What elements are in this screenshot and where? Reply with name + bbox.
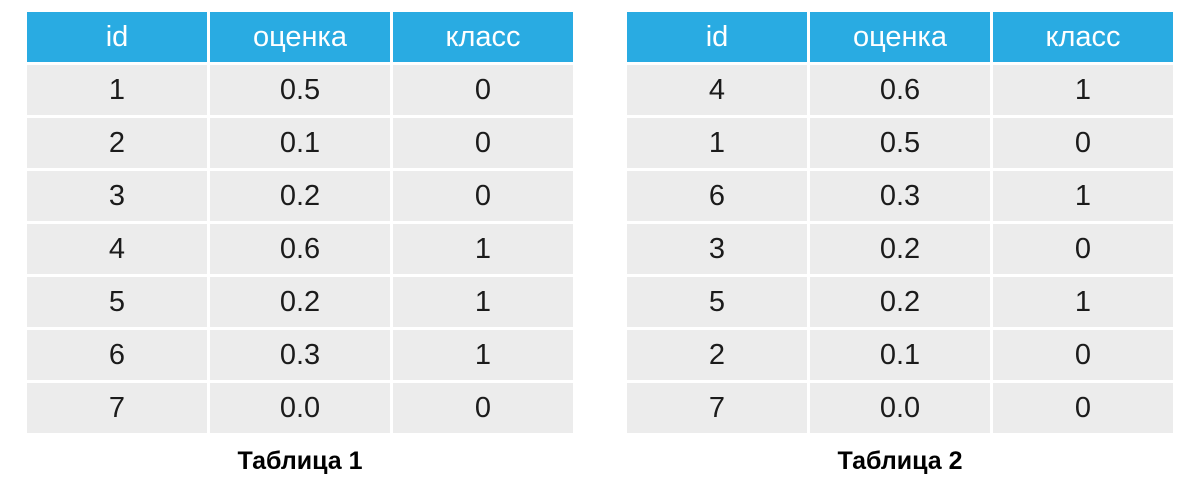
table-1-caption: Таблица 1	[237, 447, 363, 475]
table-cell: 3	[24, 168, 210, 224]
column-header: оценка	[207, 9, 393, 65]
table-cell: 1	[990, 168, 1176, 224]
table-1-header-row: id оценка класс	[24, 9, 576, 65]
table-row: 6 0.3 1	[624, 168, 1176, 224]
table-row: 2 0.1 0	[24, 115, 576, 171]
table-cell: 2	[624, 327, 810, 383]
table-cell: 0	[990, 221, 1176, 277]
table-cell: 0	[990, 327, 1176, 383]
table-cell: 0.0	[207, 380, 393, 436]
table-1-body: 1 0.5 0 2 0.1 0 3 0.2 0 4 0.6 1 5 0.2 1 6 0.3 1 7 0.0 0	[24, 62, 576, 436]
table-2-header-row: id оценка класс	[624, 9, 1176, 65]
table-cell: 0.5	[807, 115, 993, 171]
table-cell: 0.6	[207, 221, 393, 277]
table-row: 1 0.5 0	[624, 115, 1176, 171]
table-cell: 3	[624, 221, 810, 277]
table-cell: 7	[624, 380, 810, 436]
header-row: id оценка класс	[624, 9, 1176, 65]
table-row: 4 0.6 1	[24, 221, 576, 277]
table-cell: 4	[24, 221, 210, 277]
column-header: id	[624, 9, 810, 65]
table-cell: 0	[390, 380, 576, 436]
table-row: 3 0.2 0	[624, 221, 1176, 277]
header-row: id оценка класс	[24, 9, 576, 65]
data-table-2: id оценка класс 4 0.6 1 1 0.5 0 6 0.3 1 3 0.2 0 5 0.2 1 2…	[624, 9, 1176, 436]
table-cell: 1	[624, 115, 810, 171]
table-cell: 0.2	[207, 168, 393, 224]
table-cell: 1	[990, 274, 1176, 330]
table-cell: 0.2	[207, 274, 393, 330]
column-header: id	[24, 9, 210, 65]
column-header: класс	[390, 9, 576, 65]
table-cell: 0	[390, 115, 576, 171]
table-row: 7 0.0 0	[624, 380, 1176, 436]
table-cell: 1	[390, 221, 576, 277]
table-cell: 0.0	[807, 380, 993, 436]
table-cell: 1	[24, 62, 210, 118]
table-row: 2 0.1 0	[624, 327, 1176, 383]
column-header: класс	[990, 9, 1176, 65]
table-block-2: id оценка класс 4 0.6 1 1 0.5 0 6 0.3 1 3 0.2 0 5 0.2 1 2…	[624, 9, 1176, 476]
table-row: 6 0.3 1	[24, 327, 576, 383]
table-cell: 0.1	[807, 327, 993, 383]
tables-container: id оценка класс 1 0.5 0 2 0.1 0 3 0.2 0 4 0.6 1 5 0.2 1 6…	[24, 9, 1176, 476]
table-cell: 0.2	[807, 221, 993, 277]
table-cell: 0.3	[807, 168, 993, 224]
table-cell: 1	[990, 62, 1176, 118]
data-table-1: id оценка класс 1 0.5 0 2 0.1 0 3 0.2 0 4 0.6 1 5 0.2 1 6…	[24, 9, 576, 436]
table-cell: 0	[390, 168, 576, 224]
table-cell: 1	[390, 274, 576, 330]
table-cell: 5	[24, 274, 210, 330]
column-header: оценка	[807, 9, 993, 65]
table-2-caption: Таблица 2	[837, 447, 963, 475]
table-cell: 0.5	[207, 62, 393, 118]
table-cell: 0.2	[807, 274, 993, 330]
table-row: 7 0.0 0	[24, 380, 576, 436]
table-2-body: 4 0.6 1 1 0.5 0 6 0.3 1 3 0.2 0 5 0.2 1 2 0.1 0 7 0.0 0	[624, 62, 1176, 436]
table-cell: 0	[990, 380, 1176, 436]
table-cell: 0	[990, 115, 1176, 171]
table-row: 5 0.2 1	[624, 274, 1176, 330]
table-row: 3 0.2 0	[24, 168, 576, 224]
table-cell: 0.6	[807, 62, 993, 118]
table-cell: 6	[624, 168, 810, 224]
table-cell: 2	[24, 115, 210, 171]
table-block-1: id оценка класс 1 0.5 0 2 0.1 0 3 0.2 0 4 0.6 1 5 0.2 1 6…	[24, 9, 576, 476]
table-row: 4 0.6 1	[624, 62, 1176, 118]
table-cell: 0	[390, 62, 576, 118]
table-cell: 6	[24, 327, 210, 383]
table-cell: 0.1	[207, 115, 393, 171]
table-cell: 7	[24, 380, 210, 436]
table-cell: 5	[624, 274, 810, 330]
table-cell: 1	[390, 327, 576, 383]
table-cell: 0.3	[207, 327, 393, 383]
table-row: 5 0.2 1	[24, 274, 576, 330]
table-cell: 4	[624, 62, 810, 118]
table-row: 1 0.5 0	[24, 62, 576, 118]
